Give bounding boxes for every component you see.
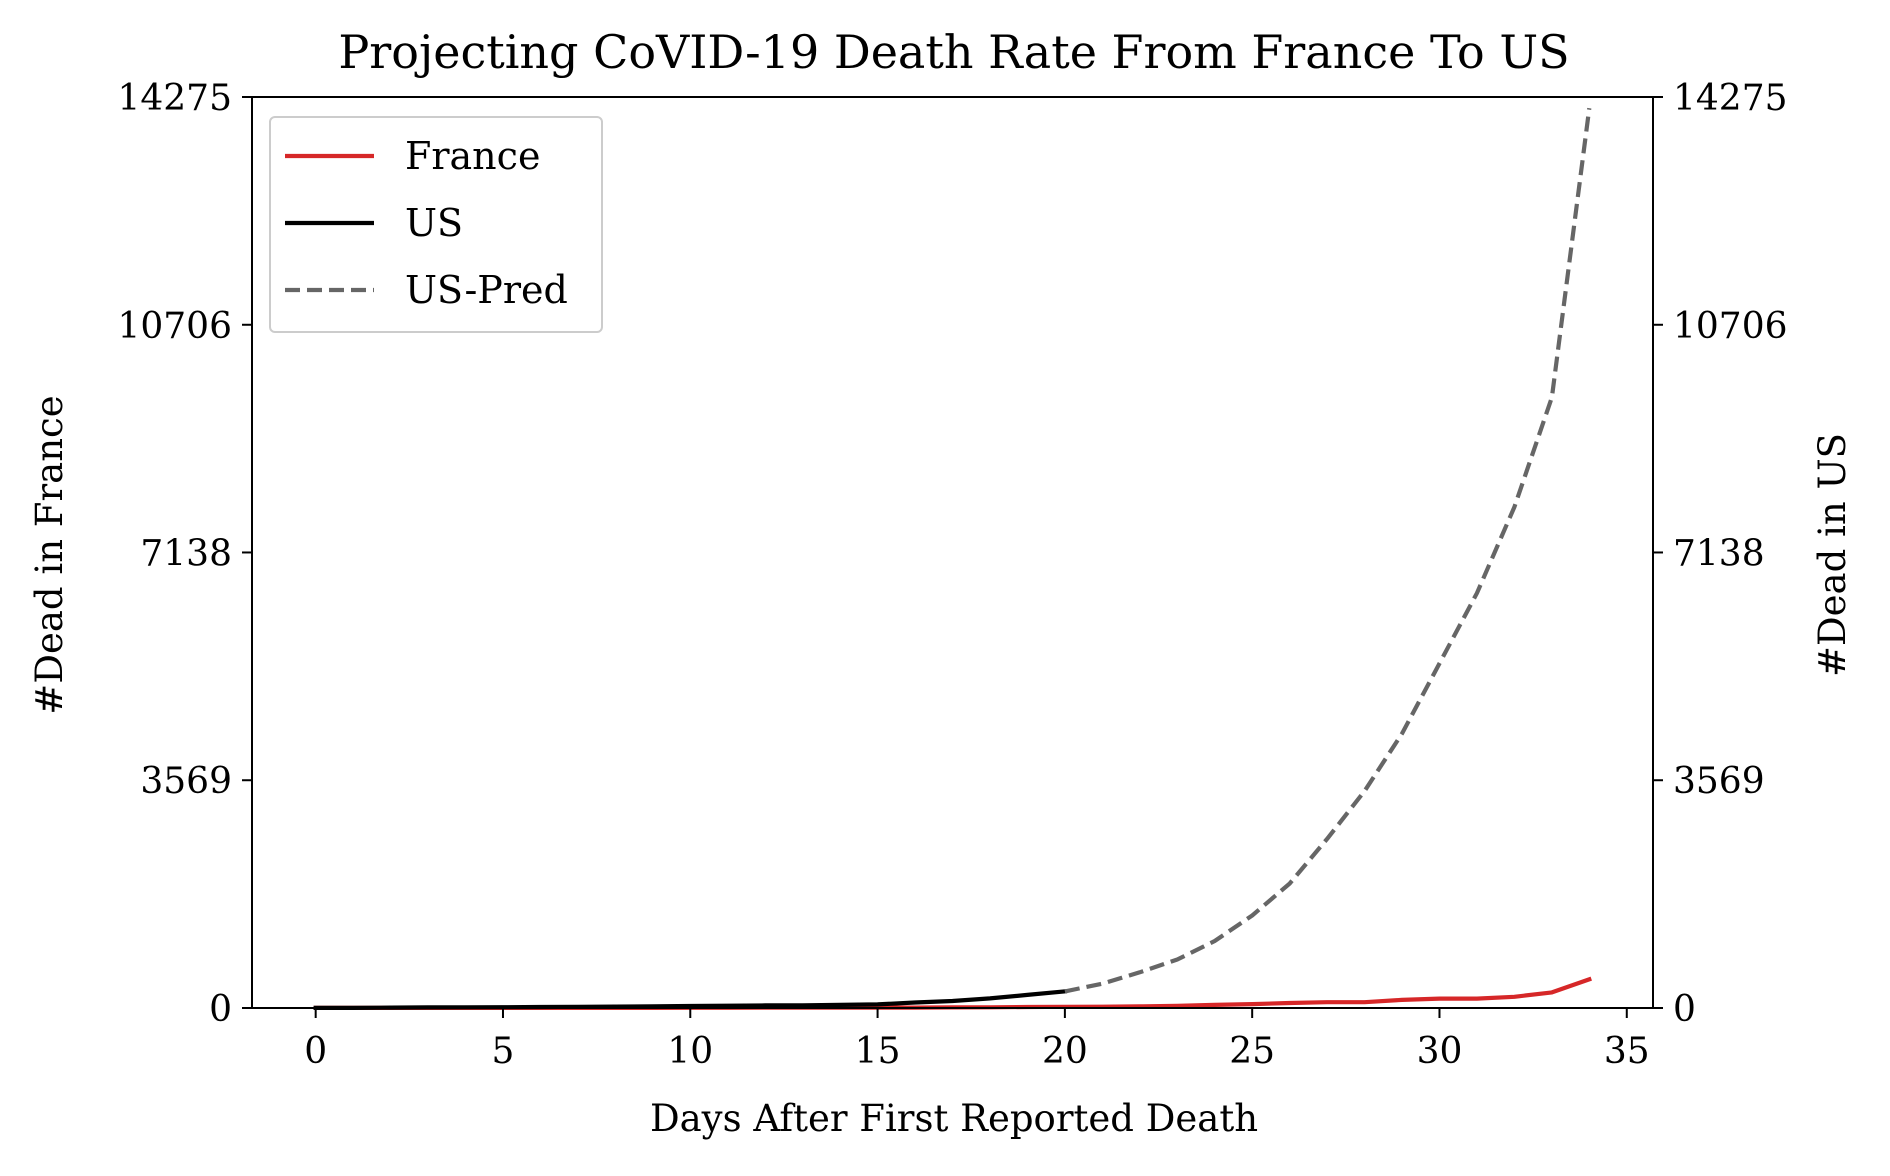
x-tick-label: 10	[667, 1031, 713, 1072]
y-tick-label: 0	[209, 989, 232, 1030]
legend-label-us: US	[405, 201, 463, 245]
x-tick-label: 0	[304, 1031, 327, 1072]
legend: France US US-Pred	[269, 116, 603, 333]
series-line-france	[313, 976, 1592, 1011]
y-tick-label: 14275	[117, 78, 232, 119]
legend-label-us-pred: US-Pred	[405, 268, 568, 312]
y2-tick-label: 14275	[1673, 78, 1788, 119]
axes-layer: 0 5 10 15 20 25 30 35 0 3569 7138 10706 14275 0 3569 71…	[117, 78, 1787, 1072]
y-tick-label: 7138	[140, 533, 232, 574]
x-tick-label: 35	[1604, 1031, 1650, 1072]
y2-axis-label: #Dead in US	[1811, 433, 1854, 677]
series-line-us-pred	[1064, 107, 1592, 994]
x-tick-label: 15	[855, 1031, 901, 1072]
x-tick-label: 5	[492, 1031, 515, 1072]
legend-label-france: France	[405, 134, 540, 178]
legend-box	[269, 116, 603, 333]
x-axis-label: Days After First Reported Death	[650, 1097, 1258, 1140]
y2-tick-label: 7138	[1673, 533, 1765, 574]
x-tick-label: 25	[1229, 1031, 1275, 1072]
y2-tick-label: 0	[1673, 989, 1696, 1030]
x-tick-label: 20	[1042, 1031, 1088, 1072]
y-axis-label: #Dead in France	[28, 395, 71, 714]
y2-tick-label: 10706	[1673, 306, 1788, 347]
chart-title: Projecting CoVID-19 Death Rate From Fran…	[338, 25, 1569, 79]
y2-tick-label: 3569	[1673, 761, 1765, 802]
x-tick-label: 30	[1417, 1031, 1463, 1072]
y-tick-label: 10706	[117, 306, 232, 347]
y-tick-label: 3569	[140, 761, 232, 802]
